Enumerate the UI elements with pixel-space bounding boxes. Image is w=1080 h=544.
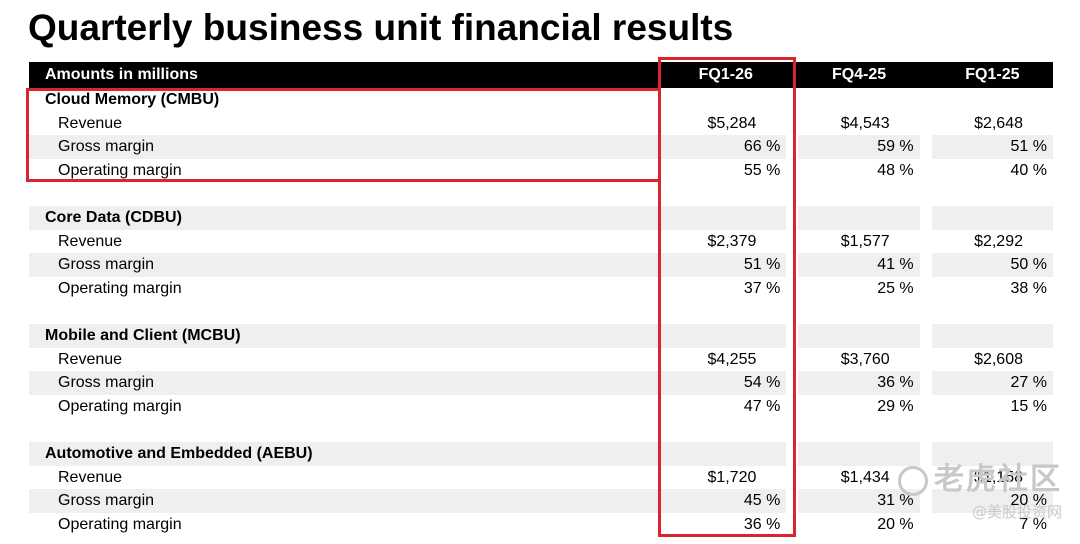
row-label: Operating margin (58, 515, 182, 533)
table-row: Revenue $4,255 $3,760 $2,608 (29, 347, 1053, 372)
table-cell-value: 36 % (877, 374, 914, 392)
table-cell-value: 20 % (1010, 492, 1047, 510)
table-row: Gross margin 54 % 36 % 27 % (29, 371, 1053, 395)
table-cell-value: 50 % (1010, 256, 1047, 274)
table-cell-value: 25 % (877, 279, 914, 297)
table-cell-value: $5,284 (707, 114, 757, 132)
table-cell-value: 45 % (743, 492, 781, 510)
table-cell-value: 51 % (743, 256, 781, 274)
spacer-row (29, 182, 1053, 206)
financial-results-table: Amounts in millions FQ1-26 FQ4-25 FQ1-25… (29, 62, 1053, 537)
table-cell-value: $4,543 (840, 114, 890, 132)
row-label: Operating margin (58, 279, 182, 297)
table-cell-value: 7 % (1019, 515, 1047, 533)
section-header-row: Core Data (CDBU) (29, 205, 1053, 230)
table-cell-value: 66 % (743, 138, 781, 156)
table-cell-value: 47 % (743, 397, 781, 415)
section-header-row: Automotive and Embedded (AEBU) (29, 441, 1053, 466)
table-row: Operating margin 55 % 48 % 40 % (29, 158, 1053, 183)
table-cell-value: 15 % (1010, 397, 1047, 415)
section-header-row: Mobile and Client (MCBU) (29, 323, 1053, 348)
table-cell-value: 36 % (743, 515, 781, 533)
table-cell-value: 48 % (877, 161, 914, 179)
table-cell-value: 59 % (877, 138, 914, 156)
table-row: Gross margin 51 % 41 % 50 % (29, 253, 1053, 277)
table-cell-value: $2,379 (707, 232, 757, 250)
table-cell-value: 40 % (1010, 161, 1047, 179)
table-row: Revenue $2,379 $1,577 $2,292 (29, 229, 1053, 254)
row-label: Gross margin (29, 371, 666, 395)
table-header-row: Amounts in millions FQ1-26 FQ4-25 FQ1-25 (29, 62, 1053, 88)
section-header-row: Cloud Memory (CMBU) (29, 88, 1053, 112)
table-cell-value: $1,577 (840, 232, 890, 250)
section-title: Core Data (CDBU) (29, 205, 666, 230)
table-row: Operating margin 47 % 29 % 15 % (29, 394, 1053, 419)
row-label: Revenue (58, 468, 123, 486)
table-cell-value: 51 % (1010, 138, 1047, 156)
table-cell-value: 54 % (743, 374, 781, 392)
table-cell-value: $2,648 (974, 114, 1023, 132)
table-cell-value: 37 % (743, 279, 781, 297)
row-label: Revenue (58, 114, 123, 132)
row-label: Gross margin (29, 135, 666, 159)
table-row: Operating margin 36 % 20 % 7 % (29, 512, 1053, 537)
table-cell-value: 55 % (743, 161, 781, 179)
row-label: Gross margin (29, 489, 666, 513)
row-label: Revenue (58, 232, 123, 250)
section-title: Cloud Memory (CMBU) (45, 91, 220, 108)
page-title: Quarterly business unit financial result… (28, 7, 734, 48)
table-cell-value: 20 % (877, 515, 914, 533)
table-cell-value: 38 % (1010, 279, 1047, 297)
column-header: FQ1-25 (931, 62, 1053, 88)
table-cell-value: $4,255 (707, 350, 757, 368)
column-header: FQ4-25 (798, 62, 920, 88)
row-label: Gross margin (29, 253, 666, 277)
table-cell-value: 29 % (877, 397, 914, 415)
table-cell-value: $1,434 (840, 468, 890, 486)
table-row: Gross margin 45 % 31 % 20 % (29, 489, 1053, 513)
table-cell-value: $3,760 (840, 350, 890, 368)
section-title: Automotive and Embedded (AEBU) (29, 441, 666, 466)
table-cell-value: 41 % (877, 256, 914, 274)
spacer-row (29, 418, 1053, 442)
spacer-row (29, 300, 1053, 324)
table-cell-value: $1,158 (974, 468, 1023, 486)
row-label: Operating margin (58, 161, 182, 179)
table-cell-value: $2,608 (974, 350, 1023, 368)
table-cell-value: 27 % (1010, 374, 1047, 392)
row-label: Revenue (58, 350, 123, 368)
table-cell-value: $1,720 (707, 468, 757, 486)
table-row: Gross margin 66 % 59 % 51 % (29, 135, 1053, 159)
table-cell-value: $2,292 (974, 232, 1023, 250)
table-row: Operating margin 37 % 25 % 38 % (29, 276, 1053, 301)
table-cell-value: 31 % (877, 492, 914, 510)
table-row: Revenue $1,720 $1,434 $1,158 (29, 465, 1053, 490)
table-row: Revenue $5,284 $4,543 $2,648 (29, 111, 1053, 136)
row-label: Operating margin (58, 397, 182, 415)
header-label: Amounts in millions (29, 62, 666, 88)
section-title: Mobile and Client (MCBU) (29, 323, 666, 348)
column-header: FQ1-26 (665, 62, 787, 88)
